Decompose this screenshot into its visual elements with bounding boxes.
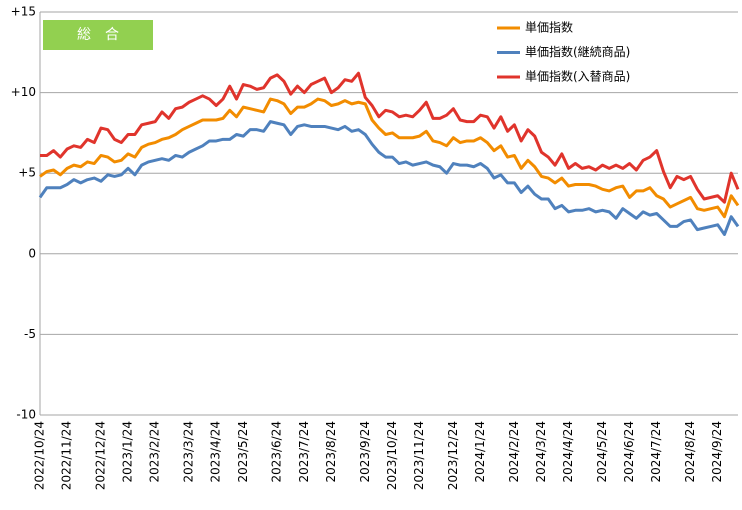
x-tick-label: 2023/9/24 — [358, 421, 372, 483]
series-line — [40, 71, 740, 204]
x-tick-label: 2024/6/24 — [622, 421, 636, 483]
y-tick-label: -10 — [16, 408, 36, 422]
series-line — [38, 120, 740, 236]
x-tick-label: 2022/11/24 — [60, 421, 74, 490]
x-tick-label: 2024/1/24 — [473, 421, 487, 483]
x-tick-label: 2023/8/24 — [324, 421, 338, 483]
x-tick-label: 2023/12/24 — [446, 421, 460, 490]
lines — [38, 71, 740, 236]
x-tick-label: 2023/10/24 — [385, 421, 399, 490]
legend-label: 単価指数 — [525, 20, 573, 35]
y-tick-label: +15 — [11, 5, 36, 19]
y-tick-label: +10 — [11, 85, 36, 99]
x-tick-label: 2023/5/24 — [236, 421, 250, 483]
x-tick-label: 2024/4/24 — [561, 421, 575, 483]
x-tick-label: 2022/12/24 — [93, 421, 107, 490]
x-tick-label: 2022/10/24 — [33, 421, 47, 490]
x-tick-label: 2023/3/24 — [182, 421, 196, 483]
annotation: 総 合 — [77, 27, 119, 43]
x-tick-label: 2024/9/24 — [710, 421, 724, 483]
axis: -10 -5 0 +5 +10 +15 2022/10/24 2022/11/24 2022/1… — [11, 5, 724, 491]
legend-label: 単価指数(入替商品) — [525, 69, 630, 84]
y-tick-label: +5 — [18, 166, 36, 180]
x-tick-label: 2024/2/24 — [507, 421, 521, 483]
series-line — [39, 97, 740, 219]
annotation-box — [43, 20, 153, 50]
x-tick-label: 2024/5/24 — [595, 421, 609, 483]
x-tick-label: 2023/1/24 — [121, 421, 135, 483]
x-tick-label: 2023/6/24 — [270, 421, 284, 483]
grid — [39, 11, 738, 416]
y-tick-label: 0 — [28, 246, 36, 260]
x-tick-label: 2024/7/24 — [649, 421, 663, 483]
y-tick-label: -5 — [24, 327, 36, 341]
x-tick-label: 2023/11/24 — [412, 421, 426, 490]
x-tick-label: 2023/7/24 — [297, 421, 311, 483]
x-tick-label: 2024/3/24 — [534, 421, 548, 483]
x-tick-label: 2024/8/24 — [683, 421, 697, 483]
x-tick-label: 2023/4/24 — [209, 421, 223, 483]
legend-label: 単価指数(継続商品) — [525, 44, 630, 59]
x-tick-label: 2023/2/24 — [148, 421, 162, 483]
